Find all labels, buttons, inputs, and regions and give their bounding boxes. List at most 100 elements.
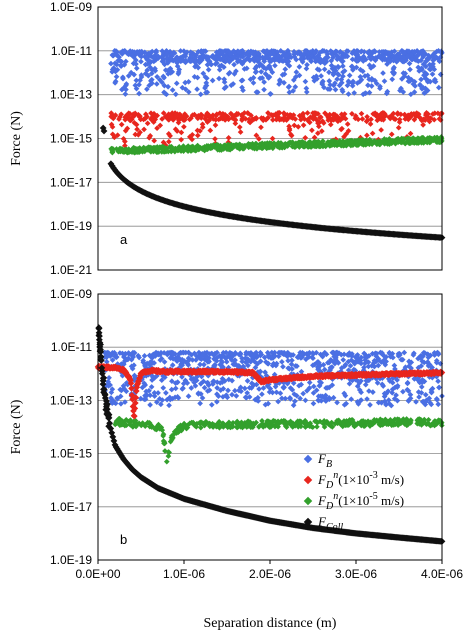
panel-b-x-ticks: 0.0E+00 1.0E-06 2.0E-06 3.0E-06 4.0E-06 [75, 560, 463, 581]
panel-a-point-fd [352, 113, 359, 119]
panel-b-point-fb [172, 385, 179, 392]
panel-a-point-fd [431, 116, 438, 123]
panel-a-point-fd [118, 121, 125, 128]
panel-a-point-fd [364, 113, 370, 120]
panel-a-point-fb [221, 79, 228, 85]
panel-a-point-fd [317, 114, 324, 121]
panel-a-point-fd [275, 113, 281, 120]
panel-a-point-fd [343, 131, 350, 137]
panel-a-point-fd [367, 121, 374, 127]
panel-a-point-fb [389, 69, 396, 75]
panel-a-point-fd [407, 130, 414, 137]
panel-a-point-fd [355, 116, 362, 123]
panel-b-point-fb [413, 399, 419, 405]
panel-a-point-fd [237, 129, 244, 135]
panel-a-point-fd [194, 132, 201, 139]
panel-a-point-fd [146, 134, 153, 141]
panel-b-point-fb [141, 353, 148, 359]
panel-a-point-fb [133, 61, 139, 67]
panel-a-point-fb [285, 84, 292, 90]
panel-a-point-fd [275, 109, 281, 116]
panel-a-point-fb [167, 70, 174, 76]
panel-b-point-fb [160, 385, 167, 391]
panel-b-point-fb [229, 391, 235, 398]
panel-a-point-fb [247, 76, 254, 83]
panel-a-point-fb [350, 78, 356, 85]
legend-exp: -3 [369, 470, 377, 481]
panel-a-point-fb [321, 66, 328, 73]
panel-a-point-fb [122, 91, 129, 97]
panel-a-point-fd [116, 116, 122, 122]
panel-a-point-fb [112, 78, 119, 85]
panel-a-point-fb [257, 75, 263, 82]
panel-a-point-fb [266, 63, 273, 69]
panel-a-point-fd [122, 116, 129, 123]
panel-b-x-tick-label: 0.0E+00 [75, 567, 120, 581]
panel-a-point-fb [152, 67, 159, 74]
panel-a-point-fb [203, 89, 209, 96]
panel-a-point-fb [108, 60, 114, 67]
panel-a-point-fd [236, 124, 243, 130]
panel-a-point-fb [362, 73, 368, 79]
legend-tail: m/s) [378, 493, 404, 508]
panel-b-point-fb [370, 389, 376, 395]
panel-b-point-fb [391, 362, 398, 369]
panel-a-point-fb [146, 82, 153, 89]
panel-a-point-fb [226, 69, 233, 76]
panel-a-point-fd [151, 137, 158, 144]
panel-a-y-tick-label: 1.0E-13 [50, 88, 92, 102]
panel-a-point-fb [402, 70, 409, 77]
panel-b-point-fb [367, 402, 373, 408]
panel-a-point-fd [309, 114, 316, 121]
panel-a-y-axis-label: Force (N) [9, 111, 24, 166]
panel-b-point-fb [256, 386, 262, 392]
panel-a-point-fd [194, 127, 201, 134]
panel-b-point-fd-1e-5 [163, 458, 170, 465]
panel-a-point-fd [118, 111, 124, 118]
panel-a-point-fb [179, 84, 186, 91]
panel-a-point-fb [231, 71, 238, 77]
panel-a-point-fb [261, 79, 267, 85]
panel-a-point-fb [345, 91, 352, 97]
panel-a-point-fb [200, 70, 207, 77]
panel-a-point-fd [284, 111, 291, 118]
panel-a-point-fd [304, 110, 311, 116]
panel-a-point-fd [401, 111, 408, 118]
panel-b-point-fb [302, 397, 309, 404]
panel-a-label: a [120, 232, 128, 247]
panel-a-point-fb [113, 61, 120, 68]
panel-a-point-fb [138, 58, 144, 65]
panel-a-point-fd [150, 113, 157, 119]
panel-a-point-fb [424, 77, 431, 84]
panel-a-point-fb [366, 89, 373, 96]
panel-a-point-fd [378, 127, 384, 133]
panel-a-point-fb [332, 67, 339, 74]
panel-a-point-fb [261, 86, 267, 93]
panel-a-point-fd [364, 132, 370, 139]
panel-a-point-fd [127, 117, 133, 124]
panel-a-point-fb [202, 74, 209, 80]
panel-a-point-fb [314, 66, 321, 73]
panel-a-point-fb [349, 82, 356, 89]
panel-a-point-fd [408, 111, 415, 117]
panel-a-point-fb [272, 62, 278, 69]
panel-a-point-fb [334, 76, 340, 82]
panel-a-point-fb [109, 69, 115, 75]
panel-a-point-fb [144, 67, 151, 74]
legend-tail: m/s) [378, 472, 404, 487]
panel-b-y-tick-label: 1.0E-19 [50, 553, 92, 567]
panel-a-point-fb [351, 90, 358, 96]
panel-a-point-fb [250, 80, 257, 86]
panel-a-point-fd [132, 110, 139, 117]
panel-a-point-fb [303, 89, 310, 95]
panel-a-point-fb [381, 78, 388, 84]
panel-a-point-fb [318, 73, 324, 79]
panel-a-point-fb [335, 71, 342, 78]
panel-a-point-fd [157, 122, 164, 129]
panel-a-point-fb [113, 73, 120, 80]
panel-a-point-fd [315, 120, 321, 127]
panel-a-point-fd [122, 138, 128, 145]
panel-a-point-fb [252, 65, 259, 72]
panel-a-point-fb [365, 82, 371, 89]
panel-a-point-fb [326, 78, 333, 84]
